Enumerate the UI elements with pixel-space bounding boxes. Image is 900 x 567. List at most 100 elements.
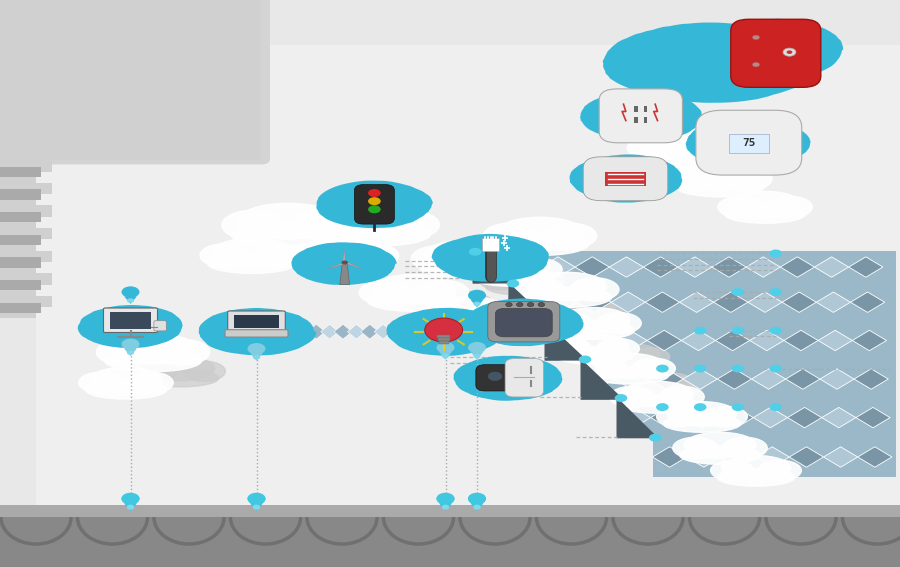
FancyBboxPatch shape [495, 308, 553, 337]
Ellipse shape [687, 136, 741, 161]
Polygon shape [428, 324, 446, 339]
Circle shape [752, 62, 760, 67]
Ellipse shape [212, 238, 292, 266]
Ellipse shape [627, 136, 681, 161]
Circle shape [473, 302, 481, 306]
Ellipse shape [570, 278, 619, 301]
Polygon shape [615, 369, 649, 389]
Polygon shape [544, 320, 585, 361]
FancyBboxPatch shape [104, 308, 158, 332]
Polygon shape [292, 242, 397, 285]
Ellipse shape [414, 301, 486, 318]
Ellipse shape [515, 278, 564, 301]
Polygon shape [680, 292, 714, 312]
Ellipse shape [156, 339, 210, 365]
Polygon shape [580, 358, 621, 400]
Polygon shape [472, 257, 507, 277]
Polygon shape [719, 407, 753, 428]
Polygon shape [603, 23, 819, 103]
Circle shape [517, 303, 523, 307]
Ellipse shape [596, 355, 664, 370]
Circle shape [442, 505, 449, 510]
Polygon shape [613, 330, 647, 350]
Ellipse shape [86, 380, 166, 399]
Polygon shape [706, 19, 843, 81]
Ellipse shape [285, 243, 339, 269]
Bar [233, 315, 279, 328]
Ellipse shape [659, 386, 704, 408]
Polygon shape [543, 292, 577, 312]
Polygon shape [579, 330, 613, 350]
Polygon shape [683, 369, 717, 389]
Circle shape [507, 280, 519, 287]
Circle shape [368, 197, 381, 205]
Polygon shape [852, 330, 886, 350]
Polygon shape [471, 300, 483, 307]
Ellipse shape [610, 386, 655, 408]
Ellipse shape [497, 217, 583, 248]
Ellipse shape [717, 468, 795, 486]
Polygon shape [681, 330, 716, 350]
Bar [110, 311, 151, 329]
FancyBboxPatch shape [355, 185, 394, 224]
Ellipse shape [596, 338, 639, 359]
FancyBboxPatch shape [0, 0, 270, 164]
Ellipse shape [221, 210, 284, 240]
Ellipse shape [331, 205, 425, 238]
Bar [634, 106, 638, 112]
Circle shape [127, 298, 134, 303]
Circle shape [473, 505, 481, 510]
Polygon shape [77, 305, 183, 348]
FancyBboxPatch shape [696, 110, 802, 175]
Polygon shape [814, 257, 849, 277]
Ellipse shape [381, 211, 439, 239]
Ellipse shape [419, 256, 517, 278]
Circle shape [122, 338, 140, 350]
Ellipse shape [724, 205, 806, 223]
Circle shape [527, 303, 534, 307]
Bar [544, 320, 896, 361]
Polygon shape [752, 369, 786, 389]
Bar [437, 338, 450, 341]
Bar [489, 382, 501, 385]
Polygon shape [414, 324, 432, 339]
Circle shape [770, 249, 782, 257]
FancyBboxPatch shape [476, 365, 514, 391]
Polygon shape [374, 324, 392, 339]
Ellipse shape [680, 446, 760, 464]
Ellipse shape [432, 296, 504, 322]
Circle shape [127, 505, 134, 509]
Polygon shape [343, 251, 346, 263]
Circle shape [694, 403, 706, 411]
Polygon shape [854, 369, 888, 389]
Polygon shape [124, 503, 137, 510]
Polygon shape [124, 349, 137, 356]
Polygon shape [471, 503, 483, 511]
Bar [0, 212, 40, 222]
Polygon shape [347, 324, 365, 339]
Ellipse shape [635, 146, 733, 168]
Ellipse shape [668, 376, 704, 393]
Polygon shape [753, 407, 788, 428]
Bar [0, 235, 40, 245]
Polygon shape [250, 503, 263, 510]
Polygon shape [320, 324, 338, 339]
Polygon shape [464, 298, 583, 346]
Ellipse shape [632, 358, 675, 379]
Ellipse shape [411, 246, 465, 271]
Polygon shape [750, 330, 784, 350]
Bar [439, 341, 448, 344]
Polygon shape [361, 324, 379, 339]
Ellipse shape [146, 356, 214, 381]
Ellipse shape [452, 294, 492, 312]
Polygon shape [856, 407, 890, 428]
Ellipse shape [417, 280, 469, 305]
Ellipse shape [711, 460, 754, 481]
Bar [36, 45, 900, 510]
Ellipse shape [471, 267, 555, 286]
Polygon shape [849, 257, 883, 277]
Circle shape [770, 288, 782, 296]
Text: 75: 75 [742, 138, 755, 147]
FancyBboxPatch shape [488, 302, 560, 342]
Circle shape [122, 286, 140, 298]
